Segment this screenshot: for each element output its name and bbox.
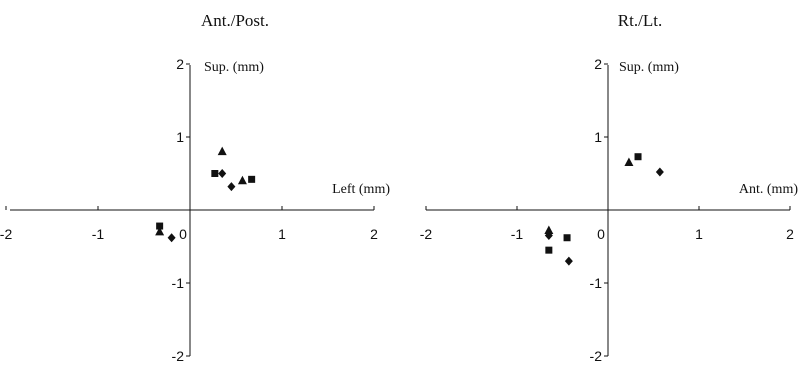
x-axis-label: Left (mm) <box>332 182 390 197</box>
data-point-diamond <box>655 167 664 177</box>
data-point-square <box>156 222 164 230</box>
x-tick-label: -2 <box>420 226 433 242</box>
x-tick-label: 1 <box>278 226 286 242</box>
x-tick-label: 0 <box>597 226 605 242</box>
x-tick-label: 2 <box>786 226 794 242</box>
data-point-square <box>634 153 642 161</box>
x-axis-label: Ant. (mm) <box>739 182 798 197</box>
chart-title: Rt./Lt. <box>618 11 662 30</box>
data-point-triangle <box>155 226 165 236</box>
y-tick-label: -1 <box>590 275 603 291</box>
y-tick-label: -2 <box>590 348 603 364</box>
data-point-square <box>563 234 571 242</box>
y-tick-label: 1 <box>176 129 184 145</box>
panel-ant-post: Ant./Post. Sup. (mm) Left (mm) -2 -1 0 1 2 2 1… <box>0 11 390 364</box>
y-axis-label: Sup. (mm) <box>619 60 679 75</box>
y-tick-label: 2 <box>594 56 602 72</box>
x-tick-label: -2 <box>0 226 12 242</box>
data-point-triangle <box>544 225 554 234</box>
x-tick-label: -1 <box>92 226 105 242</box>
data-point-square <box>545 246 553 254</box>
data-point-triangle <box>624 157 634 167</box>
chart-title: Ant./Post. <box>201 11 269 30</box>
y-tick-label: 1 <box>594 129 602 145</box>
data-point-triangle <box>237 175 247 185</box>
x-tick-label: 0 <box>179 226 187 242</box>
data-point-diamond <box>167 233 176 243</box>
x-tick-label: 1 <box>695 226 703 242</box>
y-axis-label: Sup. (mm) <box>204 60 264 75</box>
data-point-diamond <box>227 182 236 192</box>
y-tick-label: -2 <box>172 348 185 364</box>
data-point-diamond <box>544 231 553 241</box>
data-point-diamond <box>564 256 573 266</box>
x-tick-label: 2 <box>370 226 378 242</box>
data-point-square <box>248 175 256 183</box>
panel-rt-lt: Rt./Lt. Sup. (mm) Ant. (mm) -2 -1 0 1 2 2 1 -1 -… <box>420 11 799 364</box>
data-point-triangle <box>217 146 227 156</box>
x-tick-label: -1 <box>511 226 524 242</box>
y-tick-label: 2 <box>176 56 184 72</box>
y-tick-label: -1 <box>172 275 185 291</box>
data-point-square <box>211 170 219 177</box>
data-point-diamond <box>218 169 227 178</box>
